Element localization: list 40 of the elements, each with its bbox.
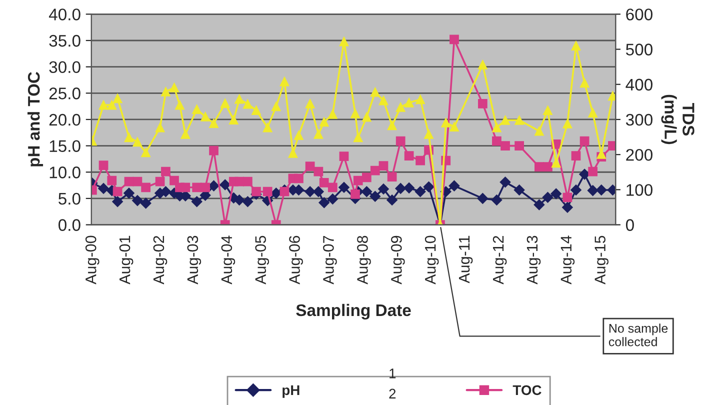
y-tick-label: 25.0 [49, 88, 80, 100]
y-tick-label: 30.0 [49, 61, 80, 74]
x-tick-label: Aug-11 [459, 236, 473, 284]
x-tick-label: Aug-08 [357, 236, 371, 284]
y-tick-label: 20.0 [49, 114, 80, 126]
y-tick-label: 0.0 [58, 219, 80, 231]
x-tick-label: Aug-01 [119, 236, 134, 284]
y-tick-label: 10.0 [50, 166, 80, 178]
x-tick-label: Aug-14 [560, 236, 575, 284]
text: 2 [389, 388, 396, 398]
legend-label: pH [282, 385, 300, 398]
x-tick-label: Aug-13 [526, 236, 541, 284]
x-axis-title: Sampling Date [296, 304, 411, 320]
y-tick-label: 15.0 [50, 140, 80, 152]
y-tick-label: 5.0 [58, 192, 80, 205]
x-tick-label: Aug-00 [85, 236, 100, 284]
x-tick-label: Aug-05 [255, 236, 270, 284]
x-tick-label: Aug-03 [187, 236, 202, 284]
annotation: No sample collected [608, 324, 668, 346]
x-tick-label: Aug-09 [391, 236, 405, 284]
y2-tick-label: 500 [626, 44, 652, 56]
x-tick-label: Aug-06 [289, 236, 303, 284]
y2-tick-label: 100 [626, 184, 652, 196]
y2-tick-label: 200 [626, 148, 652, 161]
x-tick-label: Aug-02 [153, 236, 168, 284]
legend-label: TOC [512, 385, 542, 396]
y2-tick-label: 400 [626, 78, 652, 91]
y-tick-label: 40.0 [48, 8, 80, 20]
y2-tick-label: 300 [626, 114, 652, 126]
y2-tick-label: 600 [626, 8, 652, 20]
y-axis-title: pH and TOC [27, 72, 44, 166]
y2-tick-label: 0 [626, 219, 634, 231]
x-tick-label: Aug-10 [424, 236, 439, 284]
x-tick-label: Aug-12 [492, 236, 507, 284]
x-tick-label: Aug-07 [323, 236, 337, 284]
y-tick-label: 35.0 [49, 34, 80, 47]
y2-axis-title: TDS (mg/L) [661, 94, 694, 144]
x-tick-label: Aug-15 [594, 236, 608, 284]
x-tick-label: Aug-04 [221, 236, 236, 284]
text: 1 [390, 368, 396, 378]
